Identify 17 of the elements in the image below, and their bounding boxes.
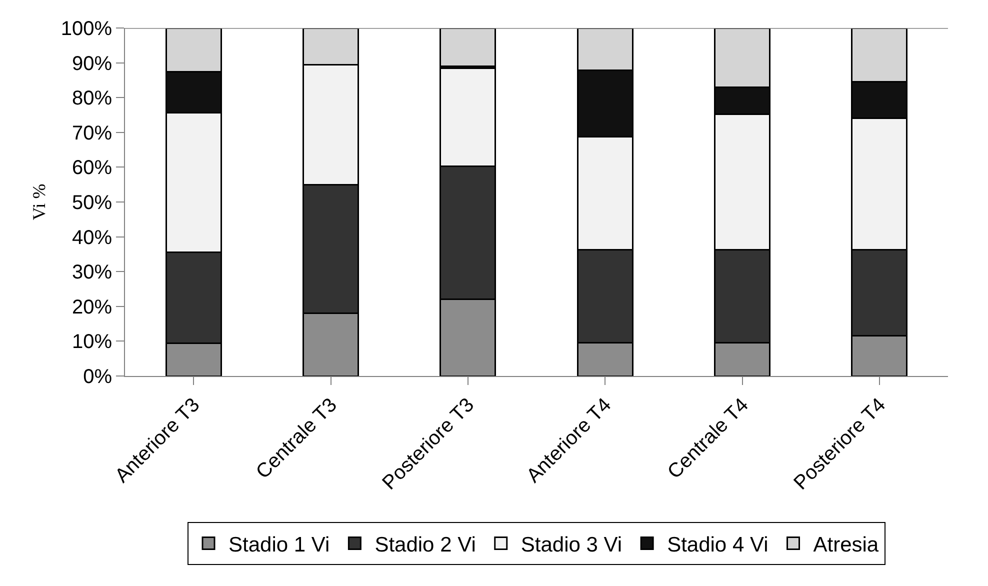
y-tick-label: 70% — [72, 122, 112, 144]
y-tick-label: 80% — [72, 88, 112, 110]
y-tick-label: 90% — [72, 52, 112, 75]
y-tick-label: 100% — [60, 18, 112, 40]
legend-label: Stadio 4 Vi — [667, 534, 768, 556]
legend-label: Stadio 1 Vi — [228, 534, 330, 556]
y-tick-label: 30% — [72, 262, 112, 284]
legend-label: Stadio 3 Vi — [520, 534, 622, 556]
y-axis-title: Vi % — [29, 184, 50, 220]
y-tick-label: 20% — [72, 296, 112, 318]
legend-label: Atresia — [813, 534, 879, 556]
y-tick-label: 60% — [72, 157, 112, 180]
legend-label: Stadio 2 Vi — [374, 534, 476, 556]
y-tick-label: 40% — [72, 226, 112, 249]
y-tick-label: 0% — [83, 366, 112, 388]
y-tick-label: 10% — [72, 331, 112, 354]
y-tick-label: 50% — [72, 192, 112, 214]
